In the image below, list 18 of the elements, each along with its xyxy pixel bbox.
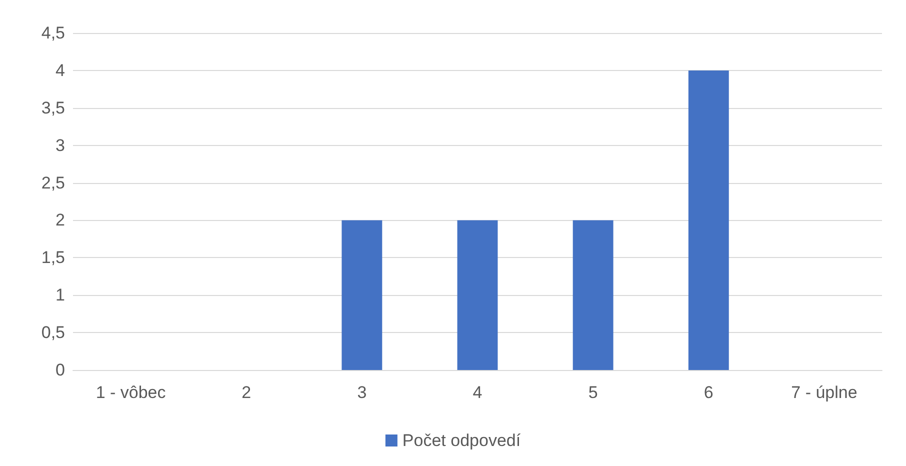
y-tick-label: 2,5: [41, 173, 65, 192]
y-tick-label: 3,5: [41, 98, 65, 118]
legend-label: Počet odpovedí: [402, 431, 521, 450]
y-tick-label: 3: [56, 136, 65, 155]
x-tick-label: 5: [588, 383, 598, 402]
y-tick-label: 1: [56, 286, 65, 305]
y-tick-label: 0: [56, 360, 65, 380]
y-tick-label: 4,5: [41, 24, 65, 42]
x-tick-label: 6: [704, 383, 714, 402]
y-tick-label: 0,5: [41, 323, 65, 342]
x-tick-label: 1 - vôbec: [96, 383, 166, 402]
x-tick-label: 7 - úplne: [791, 383, 858, 402]
x-tick-label: 2: [242, 383, 252, 402]
x-tick-label: 4: [472, 383, 482, 402]
x-tick-label: 3: [357, 383, 367, 402]
y-tick-label: 1,5: [41, 248, 65, 268]
y-tick-label: 2: [56, 210, 65, 230]
y-tick-label: 4: [56, 60, 65, 80]
